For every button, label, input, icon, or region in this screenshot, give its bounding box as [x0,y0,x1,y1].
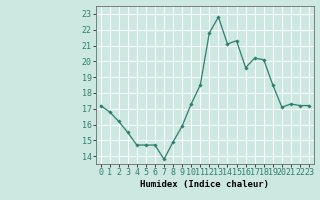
X-axis label: Humidex (Indice chaleur): Humidex (Indice chaleur) [140,180,269,189]
